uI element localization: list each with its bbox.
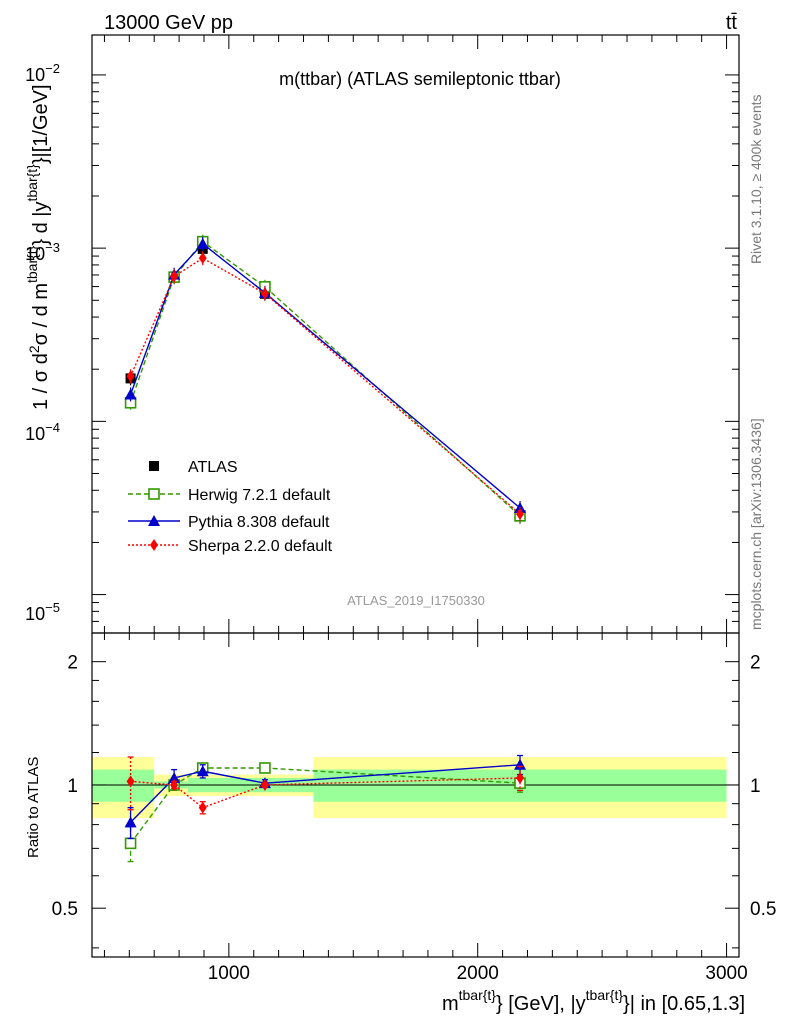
chart-title: m(ttbar) (ATLAS semileptonic ttbar)	[279, 69, 561, 89]
sherpa-legend-label: Sherpa 2.2.0 default	[188, 538, 333, 555]
x-tick-labels: 1000 2000 3000	[208, 963, 748, 984]
ratio-plot-frame	[91, 632, 740, 958]
pythia-ratio-point	[514, 758, 527, 770]
sherpa-point	[260, 287, 269, 300]
sherpa-legend-marker	[150, 539, 158, 551]
ratio-series	[124, 754, 527, 863]
herwig-ratio-point	[124, 837, 137, 850]
pythia-ratio-point	[196, 765, 209, 777]
pythia-ratio-point	[168, 771, 181, 783]
sherpa-ratio-point	[516, 771, 525, 784]
x-axis-title: mtbar{t}} [GeV], |ytbar{t}}| in [0.65,1.…	[442, 987, 745, 1015]
sherpa-line	[129, 257, 521, 515]
x-tick-label: 3000	[705, 963, 747, 984]
pythia-point	[124, 388, 137, 400]
sherpa-point	[170, 270, 179, 283]
ratio-band-inner	[92, 769, 155, 802]
ratio-y-tick-label: 1	[67, 776, 78, 797]
axis-ticks	[92, 35, 739, 957]
x-tick-label: 1000	[208, 963, 250, 984]
x-tick-label: 2000	[457, 963, 499, 984]
y-axis-title-ratio: Ratio to ATLAS	[25, 757, 42, 858]
atlas-legend-label: ATLAS	[188, 459, 238, 476]
sherpa-ratio-point	[170, 778, 179, 791]
pythia-point	[196, 237, 209, 249]
y-tick-1e-5: 10−5	[25, 600, 60, 624]
ratio-y-tick-label-right: 0.5	[750, 899, 776, 920]
main-series	[124, 234, 527, 524]
atlas-legend-marker	[149, 461, 159, 471]
ratio-y-tick-label: 0.5	[52, 899, 78, 920]
sherpa-ratio-point	[260, 778, 269, 791]
y-tick-1e-4: 10−4	[25, 420, 60, 444]
energy-label: 13000 GeV pp	[104, 12, 233, 34]
legend: ATLAS Herwig 7.2.1 default Pythia 8.308 de…	[128, 459, 333, 555]
sherpa-point	[126, 370, 135, 383]
pythia-legend-label: Pythia 8.308 default	[188, 514, 330, 531]
ratio-uncertainty-bands	[92, 757, 739, 819]
ratio-y-tick-label-right: 2	[750, 653, 761, 674]
pythia-ratio-point	[124, 816, 137, 828]
herwig-legend-label: Herwig 7.2.1 default	[188, 487, 331, 504]
herwig-legend-marker	[148, 488, 160, 500]
analysis-id: ATLAS_2019_I1750330	[347, 593, 485, 608]
pythia-legend-marker	[148, 515, 160, 526]
process-label: tt̄	[726, 12, 738, 34]
rivet-version-label: Rivet 3.1.10, ≥ 400k events	[748, 94, 764, 264]
ratio-y-tick-labels: 0.5 0.5 1 1 2 2	[52, 653, 777, 921]
sherpa-ratio-point	[198, 801, 207, 814]
sherpa-ratio-point	[126, 775, 135, 788]
sherpa-point	[516, 507, 525, 520]
sherpa-point	[198, 252, 207, 265]
y-tick-1e-2: 10−2	[25, 61, 60, 85]
ratio-y-tick-label-right: 1	[750, 776, 761, 797]
herwig-ratio-point	[259, 762, 271, 774]
ratio-y-tick-label: 2	[67, 653, 78, 674]
main-y-tick-labels: 10−5 10−4 10−3 10−2	[25, 61, 60, 624]
mcplots-label: mcplots.cern.ch [arXiv:1306.3436]	[748, 418, 764, 630]
